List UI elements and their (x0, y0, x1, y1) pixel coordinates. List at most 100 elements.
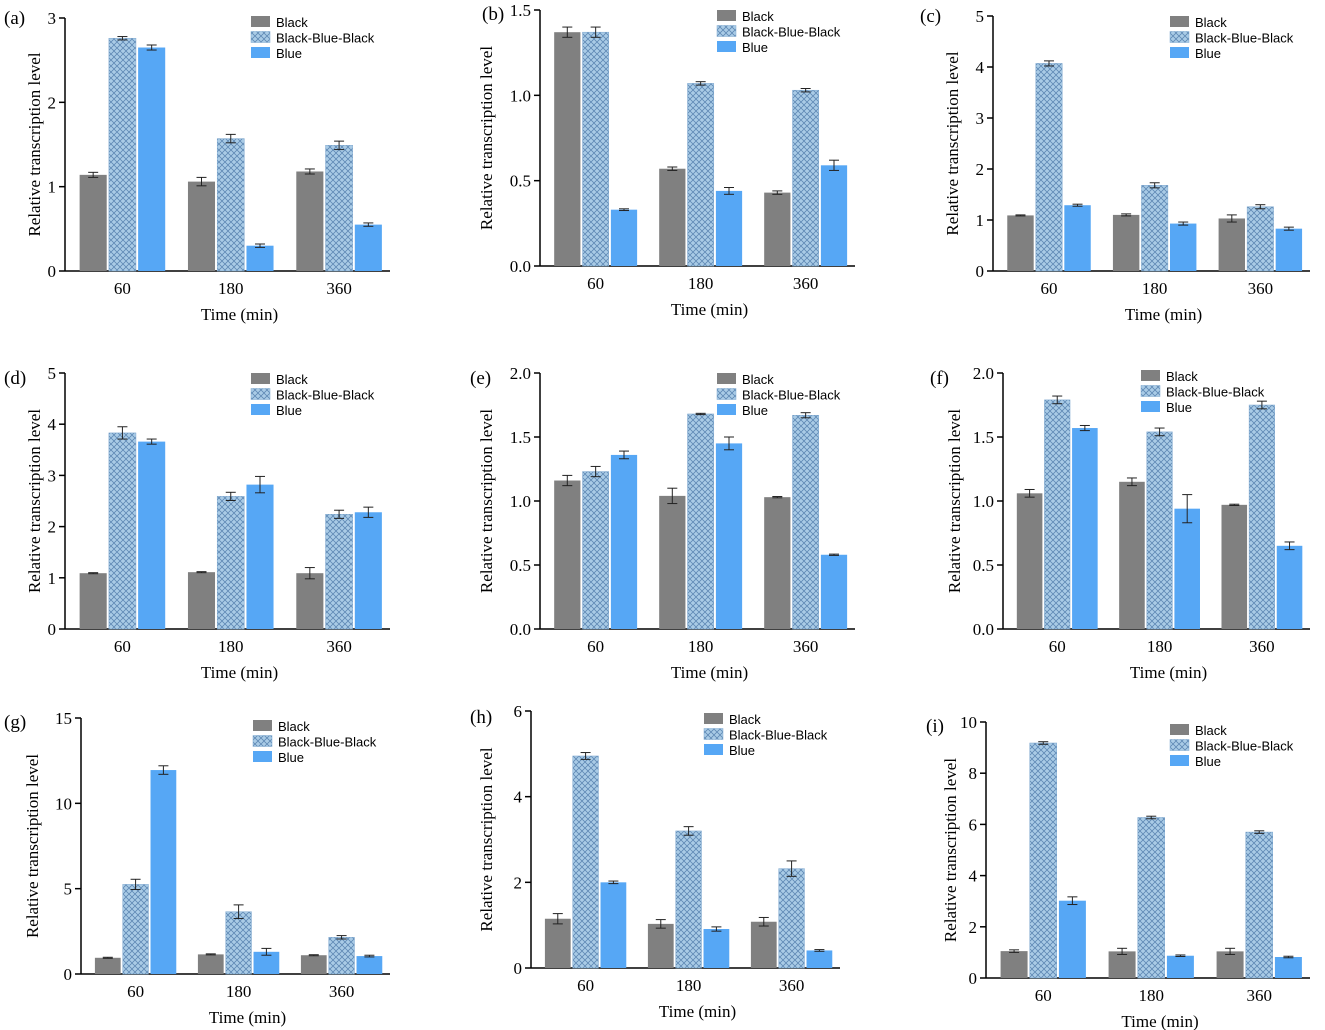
error-bar (772, 496, 783, 499)
y-tick-label: 0.5 (973, 556, 994, 575)
error-bar (1154, 427, 1165, 437)
error-bar (1254, 830, 1265, 834)
legend-swatch-black (251, 373, 270, 384)
bar-bbb (1245, 831, 1273, 979)
bar-bbb (1035, 63, 1063, 272)
error-bar (1126, 477, 1137, 487)
legend-label: Blue (276, 46, 302, 61)
bar-blue (715, 190, 743, 266)
legend-label: Blue (729, 743, 755, 758)
legend-swatch-blue (1170, 755, 1189, 766)
error-bar (304, 567, 315, 580)
legend-label: Black (1195, 723, 1227, 738)
bar-bbb (325, 145, 353, 272)
error-bar (786, 860, 797, 877)
legend-swatch-blue (251, 47, 270, 58)
error-bar (667, 166, 678, 171)
error-bar (255, 243, 265, 248)
panel-c: (c) 0 1 2 3 4 5 Relative transcription level 60 1… (920, 6, 1310, 324)
error-bar (683, 826, 694, 836)
x-tick-label: 60 (114, 637, 131, 656)
x-tick-label: 360 (793, 637, 819, 656)
bar-black (554, 480, 581, 629)
bar-black (1000, 951, 1028, 978)
legend-label: Blue (1195, 46, 1221, 61)
legend-label: Black (729, 712, 761, 727)
x-tick-label: 180 (1142, 279, 1168, 298)
error-bar (158, 765, 169, 775)
bar-blue (1058, 900, 1086, 978)
y-axis-title: Relative transcription level (477, 409, 496, 593)
bar-black (659, 168, 686, 266)
error-bar (205, 953, 216, 956)
bar-bbb (1246, 206, 1274, 272)
y-tick-label: 0 (48, 262, 57, 281)
bar-blue (1275, 228, 1303, 271)
legend-swatch-bbb (1169, 31, 1190, 43)
y-tick-label: 5 (48, 364, 57, 383)
error-bar (758, 916, 769, 927)
bar-black (79, 174, 107, 271)
legend-swatch-bbb (250, 31, 271, 43)
error-bar (695, 412, 706, 416)
error-bar (225, 491, 236, 501)
panel-f: (f) 0.0 0.5 1.0 1.5 2.0 Relative transcription… (930, 364, 1310, 682)
bar-blue (610, 209, 638, 266)
error-bar (1024, 488, 1035, 498)
y-axis-title: Relative transcription level (25, 409, 44, 593)
panel-i: (i) 0 2 4 6 8 10 Relative transcription level 60… (926, 713, 1310, 1030)
panel-a: (a) 0 1 2 3 Relative transcription level 60 180… (4, 8, 390, 324)
y-tick-label: 2 (969, 918, 978, 937)
bar-black (79, 573, 107, 629)
bar-black (94, 957, 121, 974)
error-bar (1226, 214, 1237, 223)
error-bar (800, 412, 811, 419)
bar-black (764, 192, 791, 266)
error-bar (1067, 896, 1078, 906)
error-bar (146, 438, 157, 445)
y-tick-label: 0 (64, 965, 73, 984)
x-axis-title: Time (min) (209, 1008, 286, 1027)
panel-g: (g) 0 5 10 15 Relative transcription level 60 1… (4, 709, 390, 1027)
error-bar (814, 949, 825, 952)
panel-b: (b) 0.0 0.5 1.0 1.5 Relative transcription le… (477, 1, 855, 319)
error-bar (695, 81, 706, 86)
x-tick-label: 60 (1041, 279, 1058, 298)
bar-bbb (108, 37, 137, 272)
error-bar (724, 186, 734, 195)
y-tick-label: 4 (514, 788, 523, 807)
error-bar (196, 176, 207, 187)
bar-black (300, 955, 327, 974)
legend-swatch-black (253, 720, 272, 731)
error-bar (363, 506, 374, 518)
bar-blue (1166, 955, 1194, 978)
error-bar (590, 465, 601, 478)
legend-label: Black-Blue-Black (276, 31, 375, 46)
y-tick-label: 15 (55, 709, 72, 728)
y-tick-label: 3 (48, 9, 57, 28)
bar-blue (806, 950, 833, 968)
x-tick-label: 60 (1049, 637, 1066, 656)
panel-label: (g) (4, 712, 26, 733)
y-tick-label: 2 (48, 93, 57, 112)
bar-blue (820, 554, 848, 629)
bar-bbb (572, 755, 599, 969)
bar-bbb (122, 884, 149, 975)
bar-blue (354, 224, 382, 271)
bar-black (1216, 951, 1244, 978)
legend-swatch-blue (717, 41, 736, 52)
y-tick-label: 0.0 (510, 257, 531, 276)
bar-black (647, 923, 674, 968)
y-tick-label: 1 (48, 569, 57, 588)
x-axis-title: Time (min) (671, 663, 748, 682)
y-tick-label: 6 (969, 815, 978, 834)
legend-swatch-blue (253, 751, 272, 762)
x-tick-label: 180 (218, 637, 244, 656)
y-tick-label: 0 (976, 262, 985, 281)
y-tick-label: 1.5 (510, 428, 531, 447)
